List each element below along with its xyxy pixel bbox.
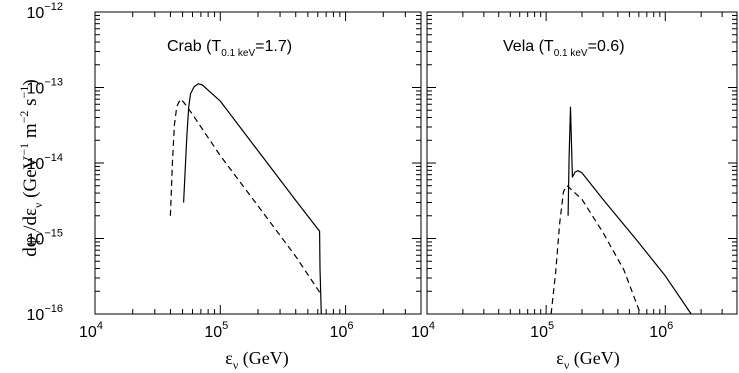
crab-panel: 104 105 106 10−16 10−15 10−14 10−13 10−12 Crab … bbox=[27, 1, 422, 341]
crab-x-tick-label: 105 bbox=[204, 320, 228, 341]
crab-y-tick-label: 10−16 bbox=[27, 303, 63, 324]
crab-panel-series bbox=[169, 83, 322, 315]
crab-x-tick-label: 104 bbox=[79, 320, 103, 341]
crab-panel-frame bbox=[94, 11, 422, 315]
vela-panel-series bbox=[550, 106, 692, 315]
crab-y-tick-label: 10−15 bbox=[27, 228, 63, 249]
crab-y-tick-label: 10−12 bbox=[27, 1, 63, 22]
vela-solid-curve bbox=[567, 106, 692, 315]
crab-x-tick-label: 106 bbox=[330, 320, 354, 341]
crab-dashed-curve bbox=[169, 98, 322, 296]
vela-dashed-curve bbox=[550, 185, 642, 315]
crab-y-tick-label: 10−14 bbox=[27, 152, 63, 173]
crab-y-tick-label: 10−13 bbox=[27, 77, 63, 98]
vela-x-tick-label: 106 bbox=[649, 320, 673, 341]
y-axis-label: dφν/dεν (GeV−1 m−2 s−1) bbox=[17, 79, 45, 256]
x-axis-label-right: εν (GeV) bbox=[556, 348, 619, 372]
vela-x-tick-label: 104 bbox=[411, 320, 435, 341]
crab-panel-ticks: 104 105 106 10−16 10−15 10−14 10−13 10−12 bbox=[27, 1, 422, 341]
x-axis-label-left: εν (GeV) bbox=[225, 348, 288, 372]
crab-panel-annotation: Crab (T0.1 keV=1.7) bbox=[167, 38, 292, 59]
vela-panel-ticks: 104 105 106 bbox=[411, 11, 738, 341]
crab-solid-curve bbox=[183, 83, 322, 315]
vela-panel: 104 105 106 Vela (T0.1 keV=0.6) bbox=[411, 11, 738, 341]
vela-x-tick-label: 105 bbox=[530, 320, 554, 341]
vela-panel-annotation: Vela (T0.1 keV=0.6) bbox=[503, 38, 625, 59]
vela-panel-frame bbox=[426, 11, 738, 315]
